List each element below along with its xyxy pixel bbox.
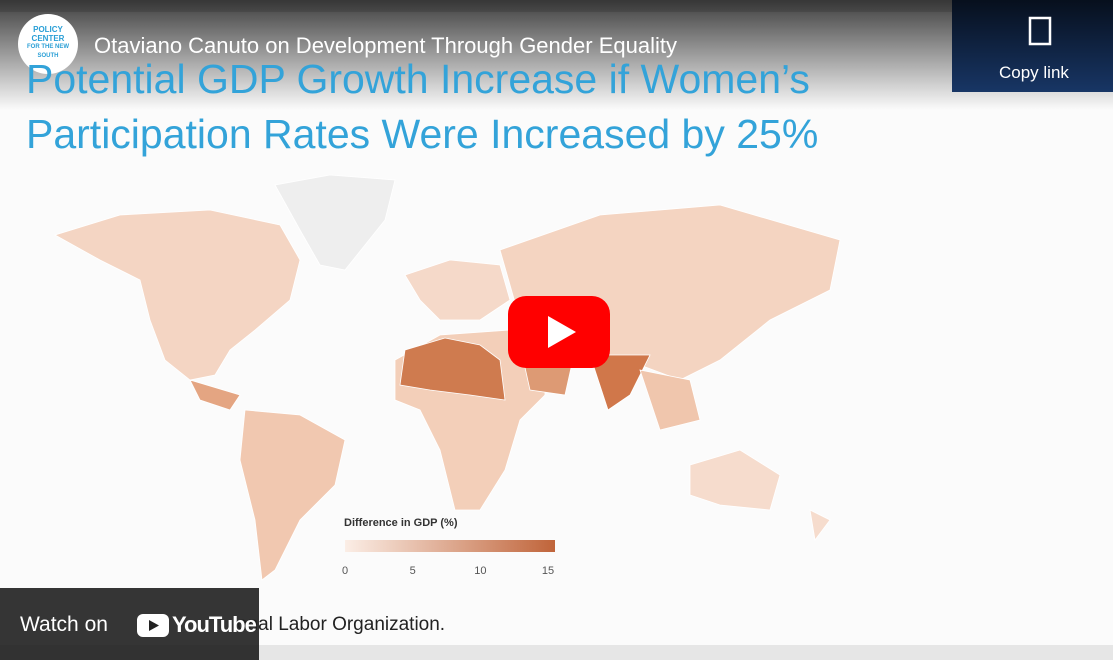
play-button[interactable]: [508, 296, 610, 368]
slide-title: Potential GDP Growth Increase if Women’s…: [26, 52, 818, 162]
watch-on-button[interactable]: [0, 588, 259, 660]
slide-title-line: Participation Rates Were Increased by 25…: [26, 111, 819, 157]
legend-tick: 5: [409, 565, 416, 577]
legend-ticks: 0 5 10 15: [341, 565, 554, 579]
logo-line: SOUTH: [37, 53, 59, 59]
status-bar: [0, 645, 1113, 660]
logo-text: POLICY CENTER FOR THE NEW SOUTH: [18, 25, 78, 61]
video-title[interactable]: Otaviano Canuto on Development Through G…: [94, 33, 677, 58]
legend-tick: 15: [541, 565, 555, 577]
watch-label[interactable]: Watch on: [20, 613, 108, 636]
legend-gradient: [345, 540, 555, 552]
youtube-icon-play: [149, 620, 159, 631]
legend-tick: 0: [341, 565, 349, 577]
legend-tick: 10: [474, 565, 487, 577]
title-shade: [0, 0, 1113, 110]
logo-line: CENTER: [31, 34, 65, 43]
legend-title: Difference in GDP (%): [344, 517, 458, 529]
logo-line: FOR THE NEW: [27, 44, 69, 50]
slide-footer: onal Labor Organization.: [237, 614, 446, 635]
copy-link[interactable]: Copy link: [999, 63, 1069, 82]
copy-icon[interactable]: [1028, 16, 1052, 46]
channel-logo: [18, 14, 78, 74]
logo-line: POLICY: [33, 25, 63, 34]
slide-title-line: Potential GDP Growth Increase if Women’s: [26, 56, 810, 102]
youtube-wordmark[interactable]: YouTube: [172, 612, 257, 637]
